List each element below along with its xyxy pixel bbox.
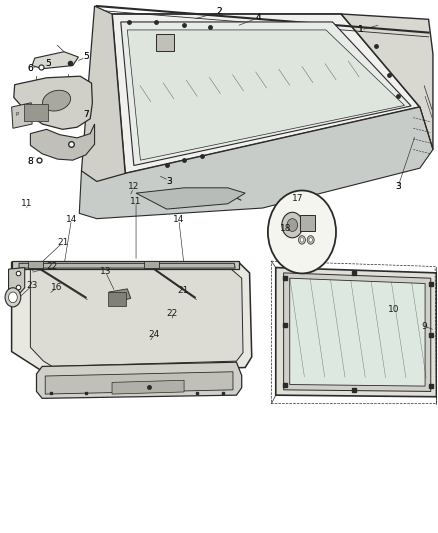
Polygon shape [12, 262, 252, 374]
Polygon shape [36, 362, 242, 398]
Text: 6: 6 [28, 64, 33, 73]
Text: 2: 2 [216, 7, 222, 16]
FancyBboxPatch shape [156, 34, 174, 51]
Polygon shape [14, 76, 92, 130]
Text: 8: 8 [28, 157, 33, 166]
Text: 5: 5 [83, 52, 89, 61]
Ellipse shape [42, 90, 71, 111]
Polygon shape [112, 14, 420, 173]
Text: 7: 7 [83, 110, 89, 119]
Text: 10: 10 [388, 304, 399, 313]
Polygon shape [1, 1, 437, 256]
Polygon shape [12, 103, 32, 128]
FancyBboxPatch shape [300, 215, 315, 231]
Polygon shape [290, 278, 425, 386]
Text: 16: 16 [51, 283, 62, 292]
Text: 3: 3 [395, 182, 401, 191]
Text: 4: 4 [255, 13, 261, 22]
Text: 18: 18 [279, 224, 291, 233]
Polygon shape [127, 30, 405, 160]
Polygon shape [284, 273, 431, 391]
Text: 11: 11 [130, 197, 142, 206]
Polygon shape [45, 372, 233, 394]
Polygon shape [30, 269, 243, 367]
Circle shape [298, 236, 305, 244]
Text: 7: 7 [83, 110, 89, 119]
Text: 14: 14 [66, 215, 77, 224]
Text: 3: 3 [395, 182, 401, 191]
Text: 22: 22 [166, 309, 177, 318]
Polygon shape [276, 268, 436, 397]
Polygon shape [19, 263, 235, 268]
Circle shape [5, 288, 21, 307]
Polygon shape [28, 261, 43, 268]
Text: 9: 9 [421, 321, 427, 330]
Polygon shape [79, 107, 433, 219]
Circle shape [300, 238, 304, 242]
Text: 5: 5 [45, 59, 51, 68]
Text: 3: 3 [166, 177, 172, 186]
Polygon shape [12, 261, 239, 269]
Text: 2: 2 [216, 7, 222, 16]
Polygon shape [1, 256, 437, 532]
Polygon shape [136, 188, 245, 209]
Polygon shape [144, 261, 159, 268]
Polygon shape [30, 124, 95, 160]
Polygon shape [9, 268, 25, 294]
Text: P: P [16, 112, 19, 117]
Text: 3: 3 [166, 177, 172, 186]
Text: 5: 5 [45, 59, 51, 68]
Text: 1: 1 [358, 26, 364, 35]
Polygon shape [112, 380, 184, 394]
Text: 24: 24 [149, 330, 160, 339]
FancyBboxPatch shape [24, 104, 48, 121]
Text: 21: 21 [177, 286, 189, 295]
Text: 4: 4 [255, 13, 261, 22]
Polygon shape [341, 14, 433, 150]
Polygon shape [109, 289, 131, 303]
Text: 22: 22 [46, 262, 58, 271]
Circle shape [309, 238, 312, 242]
Text: 21: 21 [57, 238, 68, 247]
Text: 5: 5 [83, 52, 89, 61]
Text: 13: 13 [100, 268, 111, 276]
Text: 17: 17 [292, 194, 304, 203]
Text: 1: 1 [358, 26, 364, 35]
Text: 23: 23 [26, 281, 38, 290]
Circle shape [307, 236, 314, 244]
Polygon shape [81, 6, 125, 181]
Polygon shape [121, 22, 411, 165]
FancyBboxPatch shape [108, 292, 127, 306]
Circle shape [268, 190, 336, 273]
Circle shape [287, 219, 297, 231]
Circle shape [282, 212, 303, 238]
Text: 6: 6 [28, 64, 33, 73]
Polygon shape [32, 52, 78, 69]
Text: 12: 12 [128, 182, 140, 191]
Text: 14: 14 [173, 215, 184, 224]
Text: 8: 8 [28, 157, 33, 166]
Circle shape [9, 292, 17, 303]
Text: 11: 11 [21, 199, 33, 208]
